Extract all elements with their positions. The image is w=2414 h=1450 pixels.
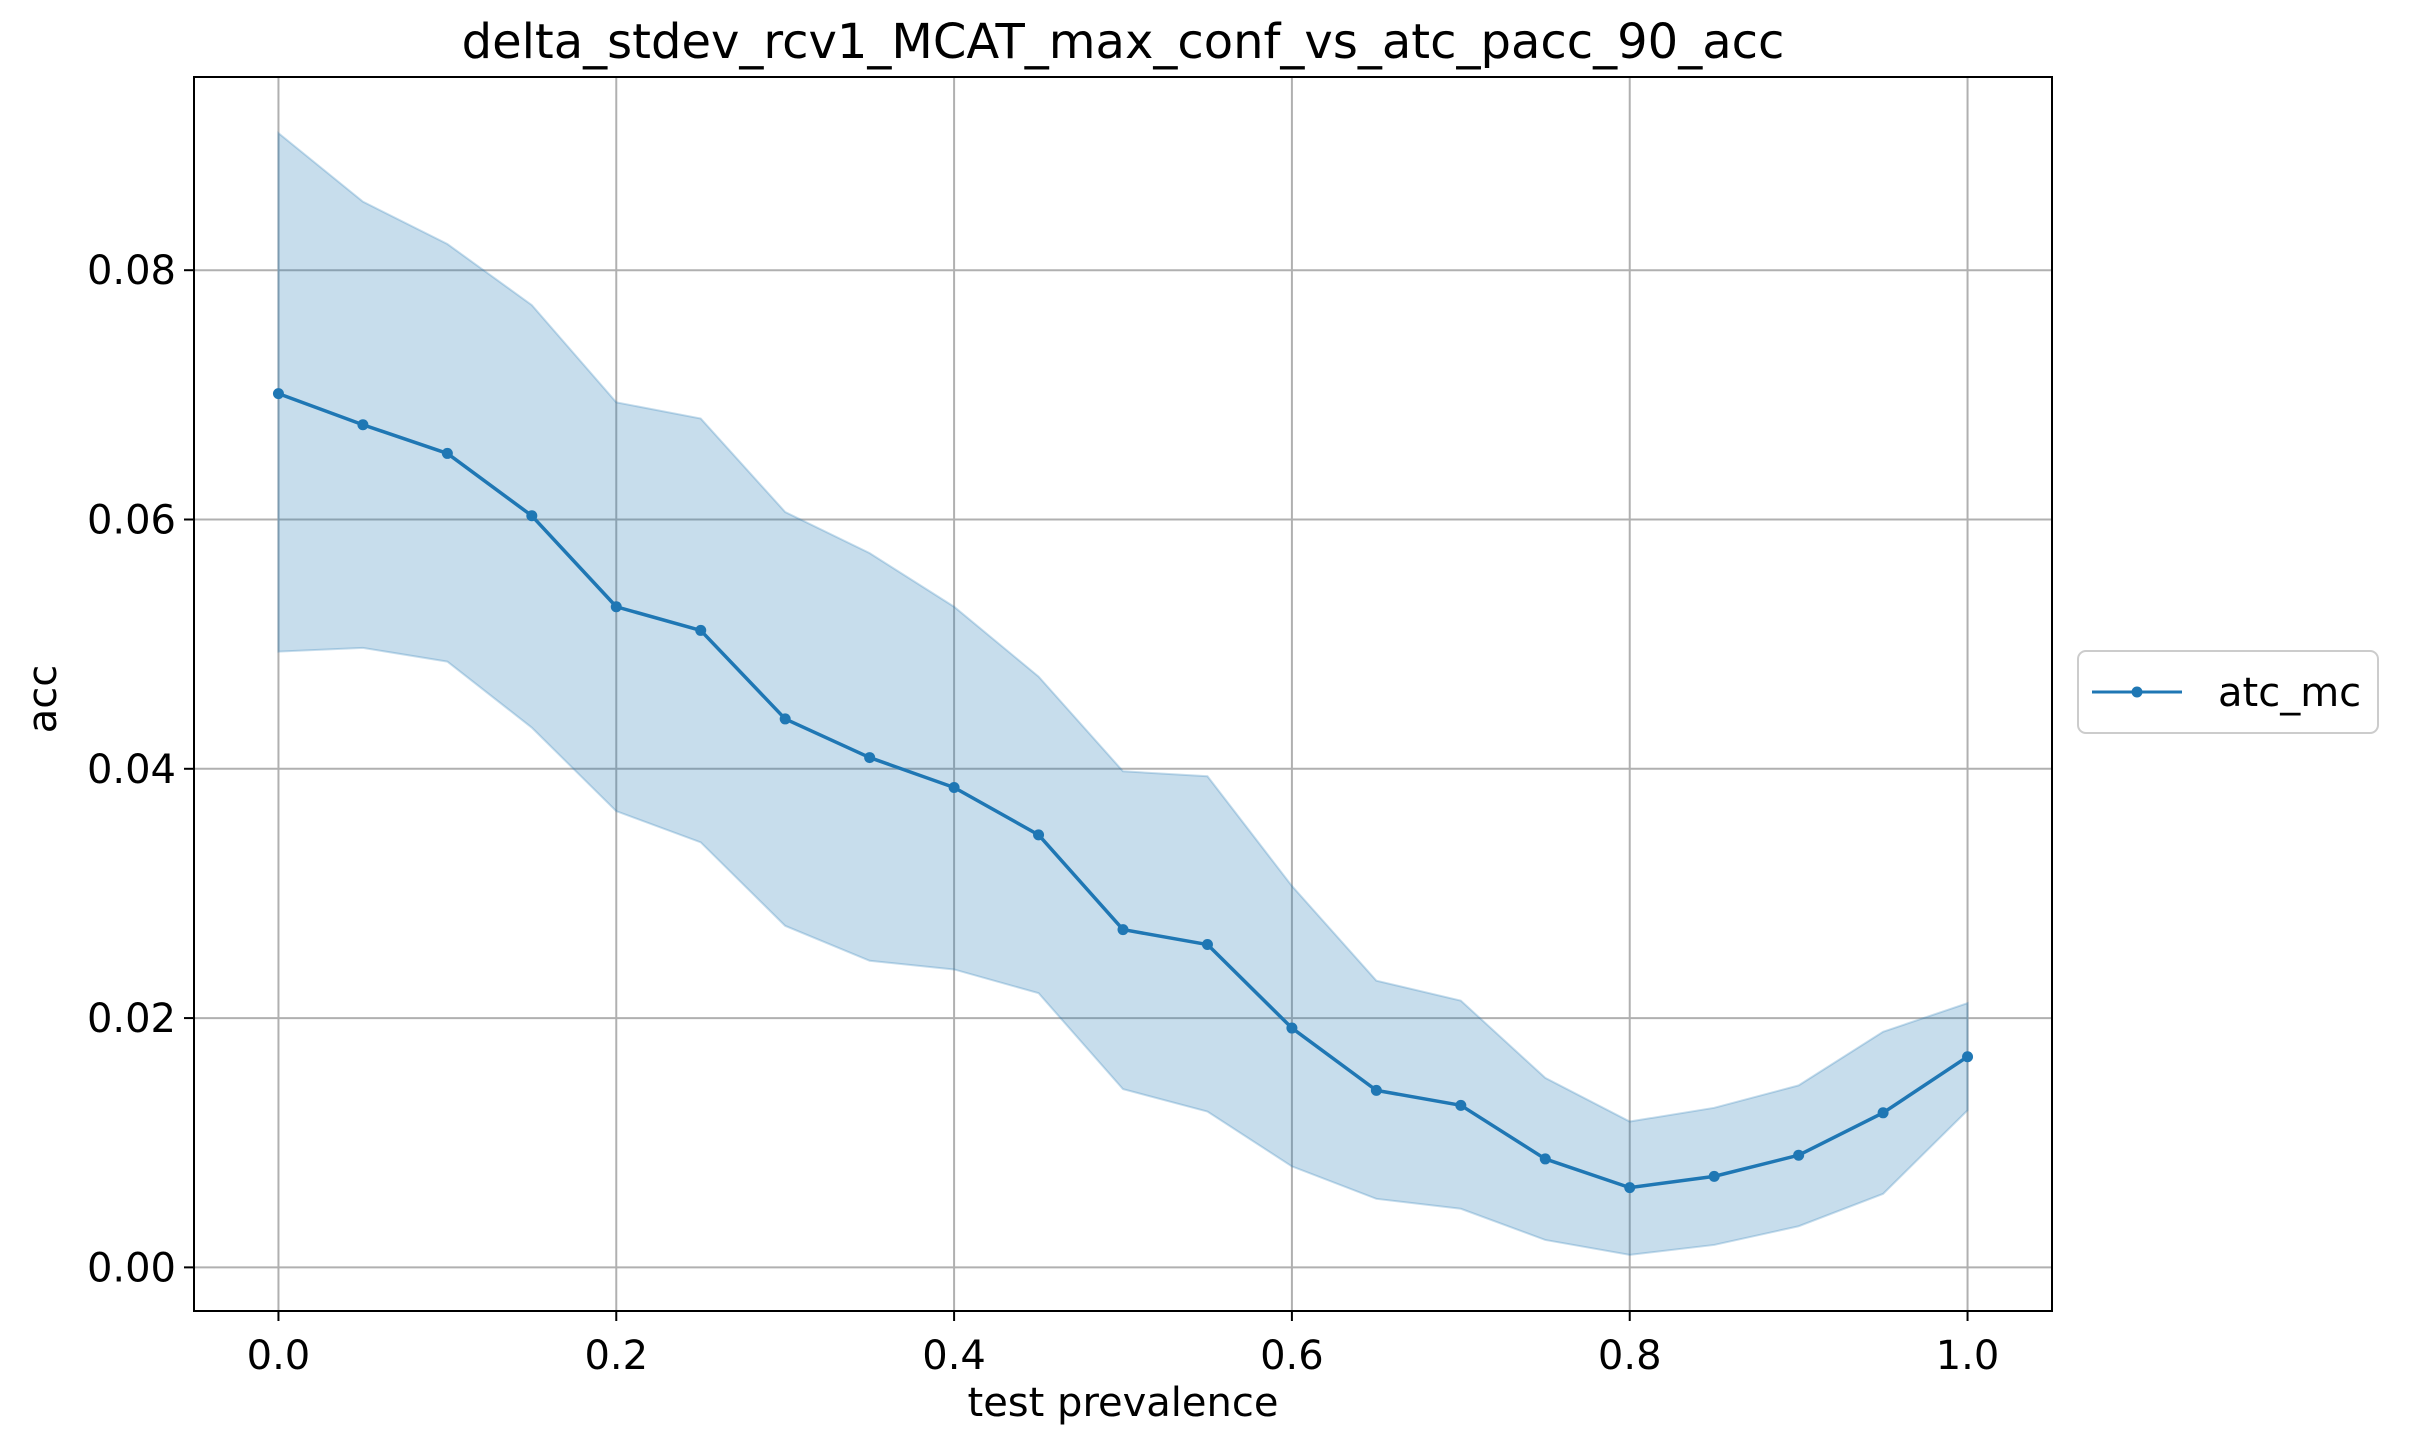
plot-frame (193, 76, 2053, 1312)
x-tick-label: 0.6 (1260, 1333, 1324, 1379)
y-tick-label: 0.04 (87, 747, 176, 793)
data-point (1793, 1149, 1805, 1161)
confidence-bands (277, 130, 1969, 1256)
data-point (610, 601, 622, 613)
data-point (1877, 1107, 1889, 1119)
y-axis-label: acc (20, 665, 66, 734)
x-tick-label: 0.8 (1598, 1333, 1662, 1379)
x-axis-label: test prevalence (968, 1380, 1279, 1426)
data-point (695, 624, 707, 636)
data-point (1117, 924, 1129, 936)
y-tick-label: 0.00 (87, 1245, 176, 1291)
data-point (1455, 1099, 1467, 1111)
data-point (1286, 1022, 1298, 1034)
data-point (1033, 829, 1045, 841)
x-tick-label: 0.2 (584, 1333, 648, 1379)
confidence-band (277, 130, 1969, 1256)
data-point (526, 510, 538, 522)
legend: atc_mc (2077, 650, 2379, 734)
y-tick-label: 0.08 (87, 248, 176, 294)
axis-ticks: 0.0 0.2 0.4 0.6 0.8 1.0 0.00 0.02 0.04 0.06 0.08 (87, 248, 1999, 1379)
x-tick-label: 0.4 (922, 1333, 986, 1379)
data-point (1962, 1051, 1974, 1063)
data-point (1539, 1153, 1551, 1165)
y-tick-label: 0.06 (87, 497, 176, 543)
chart-title: delta_stdev_rcv1_MCAT_max_conf_vs_atc_pa… (462, 14, 1785, 70)
legend-box (2077, 650, 2379, 734)
grid (194, 77, 2052, 1311)
data-point (1708, 1170, 1720, 1182)
data-point (1201, 939, 1213, 951)
series-markers (272, 388, 1974, 1194)
legend-label-atc-mc: atc_mc (2218, 670, 2361, 716)
data-point (864, 752, 876, 764)
data-point (1370, 1084, 1382, 1096)
data-point (357, 419, 369, 431)
x-tick-label: 1.0 (1936, 1333, 2000, 1379)
data-point (441, 447, 453, 459)
data-point (1624, 1182, 1636, 1194)
x-tick-label: 0.0 (247, 1333, 311, 1379)
y-tick-label: 0.02 (87, 996, 176, 1042)
data-point (272, 388, 284, 400)
data-point (779, 713, 791, 725)
data-point (948, 781, 960, 793)
legend-marker-atc-mc (2131, 686, 2143, 698)
